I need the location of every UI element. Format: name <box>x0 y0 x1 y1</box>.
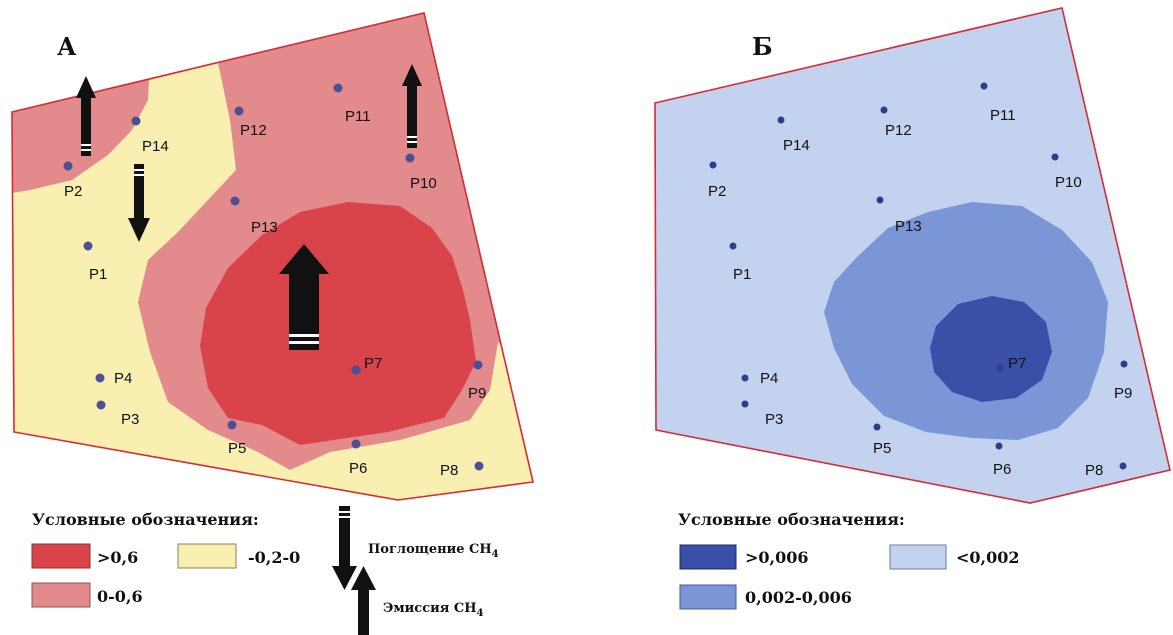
map-panel-b <box>654 7 1171 504</box>
point-label: P7 <box>364 355 382 372</box>
point-label: P6 <box>349 460 367 477</box>
point-label: P3 <box>765 411 783 428</box>
point-marker <box>230 196 240 206</box>
point-marker <box>777 116 785 124</box>
boundary-a <box>11 12 534 501</box>
point-label: P10 <box>410 175 437 192</box>
point-label: P2 <box>64 183 82 200</box>
point-marker <box>741 400 749 408</box>
point-marker <box>227 420 237 430</box>
legend-arrow-label: Поглощение CH4 <box>368 542 499 560</box>
point-label: P3 <box>121 411 139 428</box>
points-b: P14 P12 P11 P2 P10 P13 P1 P7 P4 P9 P3 P5… <box>708 82 1132 479</box>
legend-label: <0,002 <box>956 548 1020 567</box>
point-marker <box>234 106 244 116</box>
point-label: P14 <box>142 138 169 155</box>
arrow-up-p10 <box>402 64 422 148</box>
point-marker <box>83 241 93 251</box>
point-label: P8 <box>440 462 458 479</box>
point-label: P5 <box>228 440 246 457</box>
point-marker <box>333 83 343 93</box>
point-label: P10 <box>1055 174 1082 191</box>
point-marker <box>996 364 1004 372</box>
legend-arrow-up-icon <box>351 566 376 635</box>
legend-arrow-label: Эмиссия CH4 <box>383 601 484 619</box>
point-label: P1 <box>733 266 751 283</box>
legend-arrow-subscript: 4 <box>492 549 499 560</box>
point-marker <box>351 365 361 375</box>
point-label: P4 <box>760 370 778 387</box>
point-label: P9 <box>468 385 486 402</box>
point-marker <box>729 242 737 250</box>
point-marker <box>873 423 881 431</box>
point-marker <box>741 374 749 382</box>
legend-label: 0-0,6 <box>97 587 143 606</box>
point-marker <box>474 461 484 471</box>
point-marker <box>876 196 884 204</box>
point-label: P8 <box>1085 462 1103 479</box>
legend-swatch <box>889 544 947 570</box>
legend-swatch <box>31 582 91 608</box>
point-label: P11 <box>345 108 371 125</box>
legend-a: Условные обозначения: >0,6 -0,2-0 0-0,6 … <box>31 506 499 635</box>
point-label: P12 <box>240 122 267 139</box>
point-marker <box>131 116 141 126</box>
legend-b: Условные обозначения: >0,006 <0,002 0,00… <box>678 510 1020 610</box>
point-marker <box>1051 153 1059 161</box>
point-label: P6 <box>993 461 1011 478</box>
point-label: P5 <box>873 440 891 457</box>
point-marker <box>709 161 717 169</box>
point-label: P9 <box>1114 385 1132 402</box>
legend-swatch <box>177 543 237 569</box>
point-label: P7 <box>1008 355 1026 372</box>
point-label: P4 <box>114 370 132 387</box>
legend-arrow-down-icon <box>332 506 357 590</box>
point-label: P13 <box>251 219 278 236</box>
point-label: P11 <box>990 107 1016 124</box>
point-label: P1 <box>89 266 107 283</box>
point-marker <box>1120 360 1128 368</box>
legend-label: >0,6 <box>97 548 138 567</box>
arrow-up-p2 <box>76 76 96 156</box>
point-marker <box>473 360 483 370</box>
point-label: P12 <box>885 122 912 139</box>
point-marker <box>351 439 361 449</box>
point-marker <box>980 82 988 90</box>
panel-label-b: Б <box>752 32 773 61</box>
legend-label: -0,2-0 <box>248 548 300 567</box>
legend-arrow-subscript: 4 <box>477 608 484 619</box>
legend-arrow-text: Поглощение CH <box>368 542 492 557</box>
arrow-down-p14 <box>128 164 150 242</box>
point-marker <box>63 161 73 171</box>
point-marker <box>96 400 106 410</box>
legend-swatch <box>31 543 91 569</box>
legend-label: 0,002-0,006 <box>745 588 852 607</box>
boundary-b <box>654 7 1171 504</box>
legend-label: >0,006 <box>745 548 809 567</box>
point-label: P14 <box>783 137 810 154</box>
point-marker <box>405 153 415 163</box>
point-label: P13 <box>895 218 922 235</box>
arrow-up-p7-large <box>279 244 329 350</box>
point-marker <box>95 373 105 383</box>
panel-label-a: А <box>57 32 77 61</box>
point-marker <box>1119 462 1127 470</box>
legend-swatch <box>679 544 737 570</box>
legend-title: Условные обозначения: <box>678 510 905 529</box>
point-label: P2 <box>708 183 726 200</box>
points-a: P14 P12 P11 P2 P10 P13 P1 P4 P7 P9 P3 P5… <box>63 83 486 479</box>
point-marker <box>995 442 1003 450</box>
zone-gt-0.6 <box>200 202 476 445</box>
legend-swatch <box>679 584 737 610</box>
zone-gt-0.006 <box>930 296 1052 402</box>
legend-arrow-text: Эмиссия CH <box>383 601 477 616</box>
legend-title: Условные обозначения: <box>32 510 259 529</box>
map-panel-a <box>11 12 534 501</box>
point-marker <box>880 106 888 114</box>
